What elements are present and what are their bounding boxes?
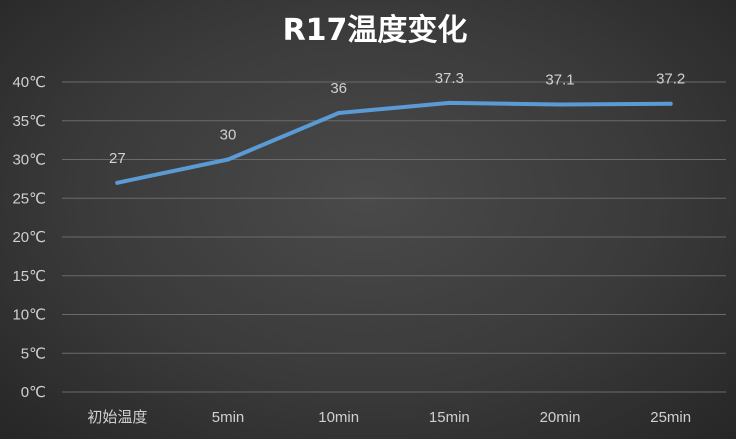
y-tick-label: 30℃ <box>12 152 46 169</box>
y-tick-label: 35℃ <box>12 113 46 130</box>
data-point <box>336 111 341 115</box>
y-tick-label: 10℃ <box>12 307 46 324</box>
y-axis-ticks: 0℃ 5℃ 10℃ 15℃ 20℃ 25℃ 30℃ 35℃ 40℃ <box>12 74 46 401</box>
data-label: 27 <box>109 150 126 167</box>
data-labels: 27 30 36 37.3 37.1 37.2 <box>109 70 685 167</box>
y-tick-label: 15℃ <box>12 268 46 285</box>
x-axis-ticks: 初始温度 5min 10min 15min 20min 25min <box>87 409 691 426</box>
x-tick-label: 5min <box>212 409 245 426</box>
y-tick-label: 20℃ <box>12 229 46 246</box>
series-layer <box>115 100 673 185</box>
x-tick-label: 25min <box>650 409 691 426</box>
x-tick-label: 20min <box>540 409 581 426</box>
data-label: 36 <box>330 80 347 97</box>
chart-title: R17温度变化 <box>283 13 468 48</box>
series-line <box>115 100 673 185</box>
gridlines <box>62 81 726 393</box>
data-label: 37.1 <box>545 71 574 88</box>
y-tick-label: 40℃ <box>12 74 46 91</box>
data-point <box>226 157 230 162</box>
data-label: 30 <box>220 127 237 144</box>
y-tick-label: 25℃ <box>12 190 46 207</box>
data-point <box>115 180 120 185</box>
x-tick-label: 15min <box>429 409 470 426</box>
y-tick-label: 0℃ <box>21 384 46 401</box>
data-point <box>447 100 452 105</box>
data-point <box>558 102 562 107</box>
data-point <box>668 101 673 106</box>
data-label: 37.3 <box>435 70 464 87</box>
y-tick-label: 5℃ <box>21 345 46 362</box>
data-label: 37.2 <box>656 71 685 88</box>
x-tick-label: 初始温度 <box>87 409 147 426</box>
x-tick-label: 10min <box>318 409 359 426</box>
